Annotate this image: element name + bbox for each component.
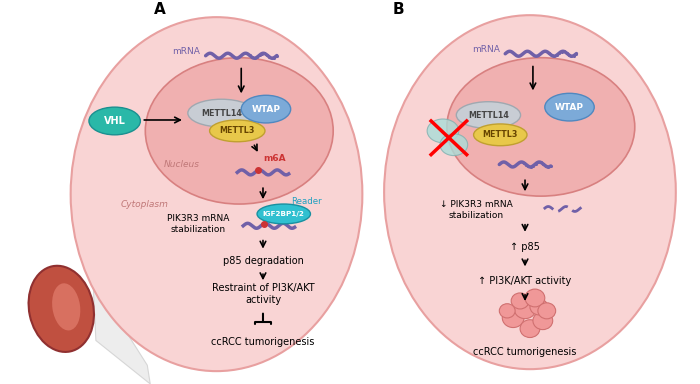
Ellipse shape <box>384 15 676 369</box>
Ellipse shape <box>188 99 255 127</box>
Text: WTAP: WTAP <box>251 104 281 114</box>
Text: mRNA: mRNA <box>473 45 500 54</box>
Ellipse shape <box>209 120 265 142</box>
Text: WTAP: WTAP <box>555 103 584 112</box>
Text: p85 degradation: p85 degradation <box>223 257 303 266</box>
Ellipse shape <box>52 283 80 331</box>
Ellipse shape <box>520 320 540 338</box>
Ellipse shape <box>241 95 290 123</box>
Ellipse shape <box>257 204 310 224</box>
Text: VHL: VHL <box>104 116 125 126</box>
Text: mRNA: mRNA <box>172 47 200 56</box>
Text: A: A <box>154 2 166 17</box>
Text: m6A: m6A <box>263 154 286 162</box>
Ellipse shape <box>89 107 141 135</box>
Ellipse shape <box>456 102 521 128</box>
Text: METTL3: METTL3 <box>482 130 518 139</box>
Ellipse shape <box>503 308 524 328</box>
Text: ↑ PI3K/AKT activity: ↑ PI3K/AKT activity <box>478 276 572 286</box>
Text: ↑ p85: ↑ p85 <box>510 242 540 252</box>
Text: Restraint of PI3K/AKT
activity: Restraint of PI3K/AKT activity <box>211 283 314 305</box>
Ellipse shape <box>146 58 333 204</box>
Ellipse shape <box>533 312 553 329</box>
Ellipse shape <box>474 124 527 146</box>
Text: Reader: Reader <box>290 197 321 206</box>
Ellipse shape <box>71 17 363 371</box>
Text: METTL3: METTL3 <box>220 126 255 136</box>
Text: ccRCC tumorigenesis: ccRCC tumorigenesis <box>473 348 577 358</box>
Ellipse shape <box>545 93 594 121</box>
Ellipse shape <box>514 299 536 319</box>
Text: METTL14: METTL14 <box>201 109 242 118</box>
Text: METTL14: METTL14 <box>468 111 509 119</box>
Ellipse shape <box>427 119 458 143</box>
Polygon shape <box>93 279 150 384</box>
Ellipse shape <box>511 293 529 309</box>
Ellipse shape <box>538 303 556 319</box>
Text: ↓ PIK3R3 mRNA
stabilization: ↓ PIK3R3 mRNA stabilization <box>440 200 513 220</box>
Text: PIK3R3 mRNA
stabilization: PIK3R3 mRNA stabilization <box>167 214 229 233</box>
Ellipse shape <box>499 304 515 318</box>
Ellipse shape <box>525 289 545 307</box>
Text: Cytoplasm: Cytoplasm <box>120 200 169 209</box>
Ellipse shape <box>447 58 635 196</box>
Text: Nucleus: Nucleus <box>164 161 200 169</box>
Ellipse shape <box>440 134 468 156</box>
Ellipse shape <box>29 266 94 352</box>
Text: IGF2BP1/2: IGF2BP1/2 <box>262 211 304 217</box>
Text: ccRCC tumorigenesis: ccRCC tumorigenesis <box>211 338 315 348</box>
Ellipse shape <box>530 299 548 315</box>
Text: B: B <box>393 2 404 17</box>
